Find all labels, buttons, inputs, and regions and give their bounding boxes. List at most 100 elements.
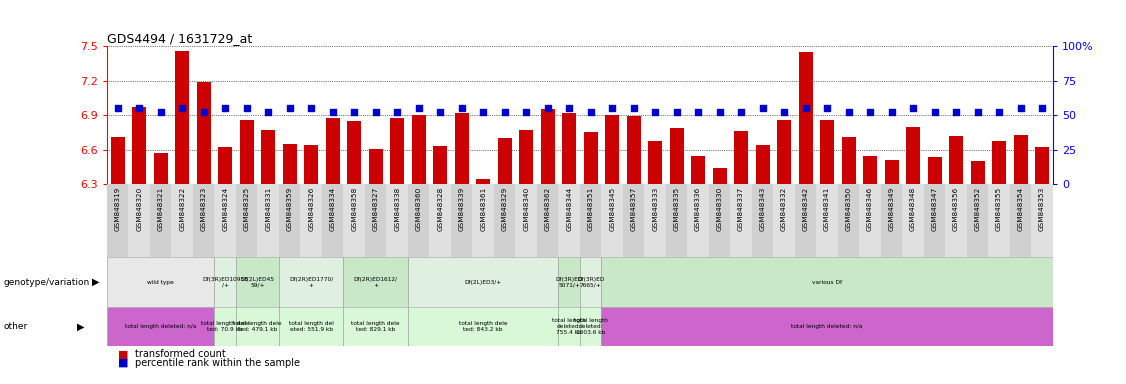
Point xyxy=(668,109,686,116)
Text: GSM848333: GSM848333 xyxy=(652,187,658,231)
Bar xyxy=(885,160,899,184)
Point xyxy=(840,109,858,116)
Point xyxy=(904,105,922,111)
Bar xyxy=(236,307,279,346)
Bar xyxy=(949,136,963,184)
Bar xyxy=(580,307,601,346)
Bar xyxy=(580,184,601,257)
Text: GSM848361: GSM848361 xyxy=(480,187,486,231)
Text: GSM848331: GSM848331 xyxy=(266,187,271,231)
Bar xyxy=(494,184,516,257)
Bar xyxy=(107,307,214,346)
Bar xyxy=(605,115,619,184)
Text: Df(2R)ED1770/
+: Df(2R)ED1770/ + xyxy=(289,277,333,288)
Text: GSM848357: GSM848357 xyxy=(631,187,636,231)
Text: GSM848347: GSM848347 xyxy=(931,187,938,231)
Text: Df(3R)ED
7665/+: Df(3R)ED 7665/+ xyxy=(577,277,605,288)
Point xyxy=(431,109,449,116)
Point xyxy=(152,109,170,116)
Bar xyxy=(450,184,473,257)
Text: total length deleted: n/a: total length deleted: n/a xyxy=(792,324,863,329)
Point xyxy=(582,109,600,116)
Point xyxy=(947,109,965,116)
Bar xyxy=(752,184,774,257)
Bar xyxy=(240,120,253,184)
Bar xyxy=(193,184,214,257)
Point xyxy=(861,109,879,116)
Text: GSM848326: GSM848326 xyxy=(309,187,314,231)
Point xyxy=(323,109,341,116)
Bar xyxy=(562,113,577,184)
Point xyxy=(990,109,1008,116)
Point xyxy=(259,109,277,116)
Bar xyxy=(429,184,450,257)
Text: GSM848353: GSM848353 xyxy=(1039,187,1045,231)
Text: GSM848346: GSM848346 xyxy=(867,187,873,231)
Bar xyxy=(498,138,511,184)
Text: GSM848328: GSM848328 xyxy=(437,187,444,231)
Text: GSM848321: GSM848321 xyxy=(158,187,163,231)
Bar xyxy=(946,184,967,257)
Text: GSM848350: GSM848350 xyxy=(846,187,851,231)
Text: total length dele
ted: 479.1 kb: total length dele ted: 479.1 kb xyxy=(233,321,282,332)
Text: GSM848349: GSM848349 xyxy=(888,187,894,231)
Text: GSM848355: GSM848355 xyxy=(997,187,1002,231)
Point xyxy=(711,109,729,116)
Bar xyxy=(434,146,447,184)
Bar xyxy=(881,184,902,257)
Point xyxy=(474,109,492,116)
Text: total length dele
ted: 829.1 kb: total length dele ted: 829.1 kb xyxy=(351,321,400,332)
Text: GSM848335: GSM848335 xyxy=(673,187,680,231)
Bar xyxy=(734,131,748,184)
Bar xyxy=(649,141,662,184)
Text: GSM848359: GSM848359 xyxy=(287,187,293,231)
Text: ■: ■ xyxy=(118,349,128,359)
Text: GSM848320: GSM848320 xyxy=(136,187,142,231)
Bar xyxy=(798,52,813,184)
Bar xyxy=(154,153,168,184)
Text: GSM848323: GSM848323 xyxy=(200,187,207,231)
Point xyxy=(538,105,556,111)
Text: GSM848340: GSM848340 xyxy=(524,187,529,231)
Text: ■: ■ xyxy=(118,358,128,368)
Text: Df(3R)ED10953
/+: Df(3R)ED10953 /+ xyxy=(203,277,248,288)
Bar xyxy=(601,184,623,257)
Bar xyxy=(214,257,236,307)
Bar xyxy=(412,115,426,184)
Bar xyxy=(923,184,946,257)
Bar xyxy=(214,184,236,257)
Point xyxy=(346,109,364,116)
Text: Df(3R)ED
5071/+: Df(3R)ED 5071/+ xyxy=(555,277,583,288)
Text: GSM848327: GSM848327 xyxy=(373,187,378,231)
Bar xyxy=(110,137,125,184)
Text: GSM848324: GSM848324 xyxy=(222,187,229,231)
Bar xyxy=(691,156,705,184)
Text: various Df: various Df xyxy=(812,280,842,285)
Bar xyxy=(473,184,494,257)
Bar xyxy=(455,113,468,184)
Bar xyxy=(820,120,834,184)
Bar xyxy=(902,184,923,257)
Bar xyxy=(197,82,211,184)
Bar xyxy=(777,120,792,184)
Bar xyxy=(989,184,1010,257)
Text: GSM848360: GSM848360 xyxy=(415,187,421,231)
Point xyxy=(109,105,127,111)
Point xyxy=(1033,105,1051,111)
Text: GSM848330: GSM848330 xyxy=(716,187,723,231)
Bar xyxy=(236,184,258,257)
Point xyxy=(453,105,471,111)
Point xyxy=(517,109,535,116)
Text: GSM848336: GSM848336 xyxy=(695,187,701,231)
Bar xyxy=(347,121,361,184)
Bar xyxy=(774,184,795,257)
Text: GSM848344: GSM848344 xyxy=(566,187,572,231)
Text: GSM848358: GSM848358 xyxy=(351,187,357,231)
Bar xyxy=(176,51,189,184)
Bar xyxy=(580,257,601,307)
Bar xyxy=(261,130,275,184)
Bar xyxy=(214,307,236,346)
Text: Df(2L)ED45
59/+: Df(2L)ED45 59/+ xyxy=(241,277,275,288)
Point xyxy=(238,105,256,111)
Point xyxy=(1011,105,1029,111)
